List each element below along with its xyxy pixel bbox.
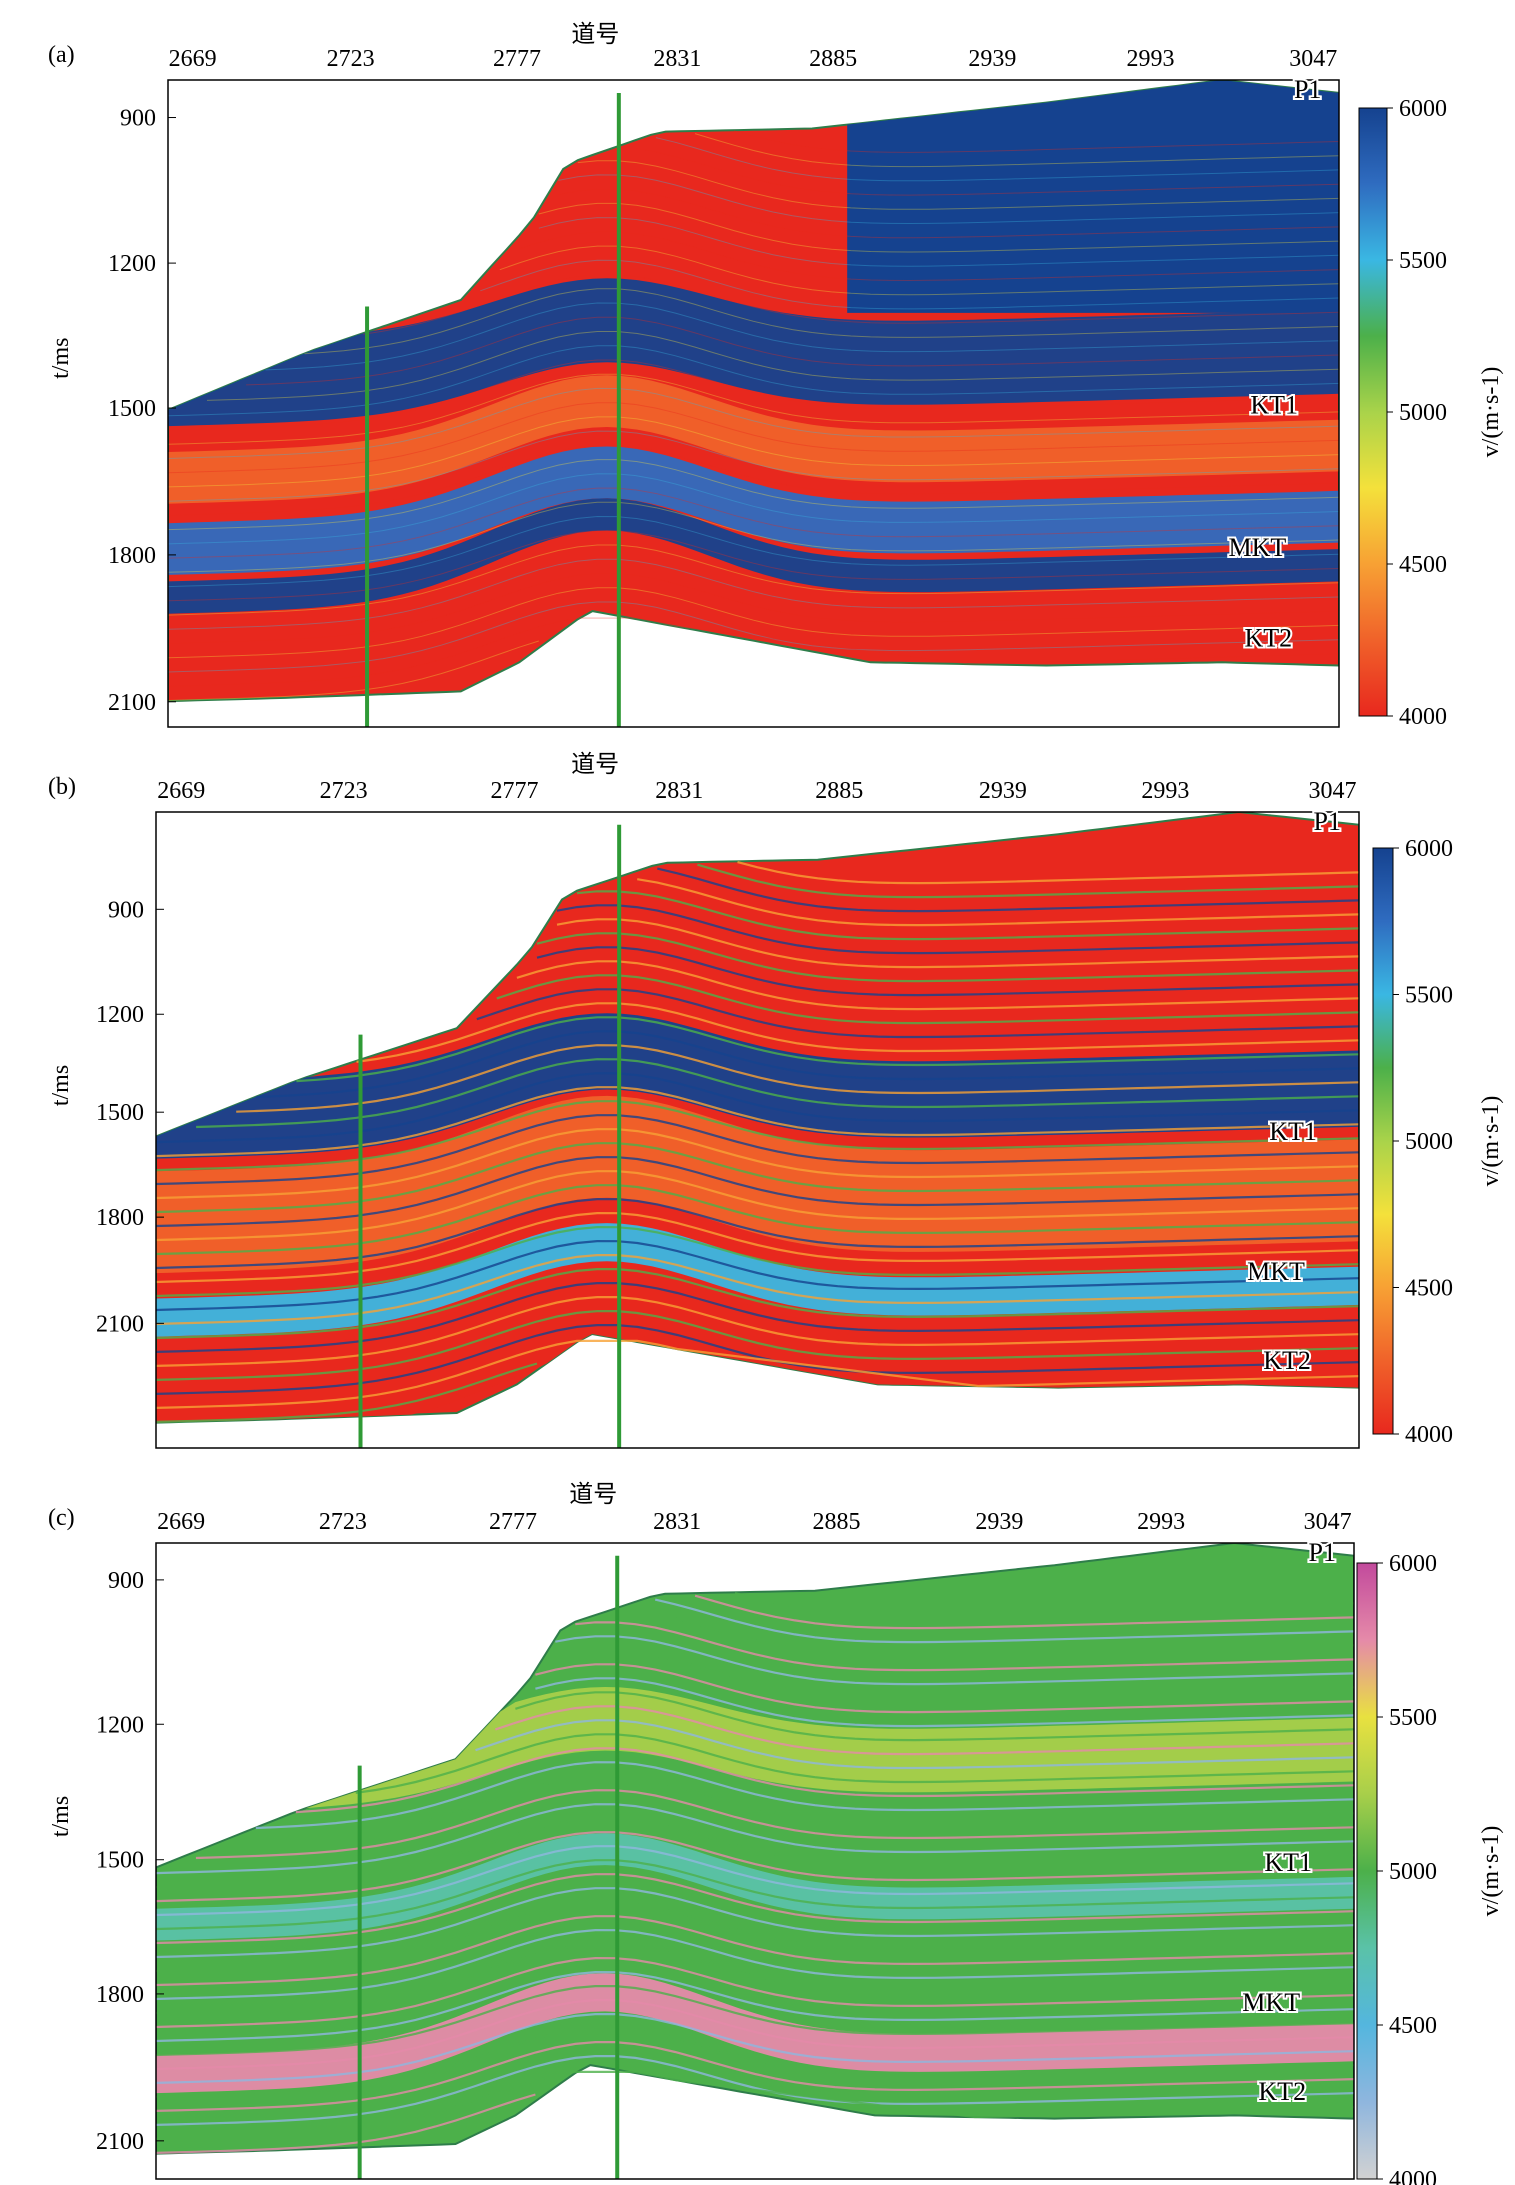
horizon-label-mkt: MKT bbox=[1229, 533, 1287, 562]
y-tick-label: 1500 bbox=[96, 1848, 144, 1874]
x-tick-label: 2939 bbox=[968, 46, 1016, 72]
y-tick-label: 900 bbox=[120, 106, 156, 132]
colorbar-tick-label: 5000 bbox=[1389, 1859, 1437, 1885]
colorbar-tick-label: 4000 bbox=[1399, 704, 1447, 730]
plot-frame bbox=[167, 79, 1340, 728]
x-tick-label: 2885 bbox=[815, 778, 863, 804]
horizon-label-kt1: KT1 bbox=[1269, 1117, 1317, 1146]
x-axis-title: 道号 bbox=[571, 21, 619, 48]
colorbar: 6000 5500 5000 4500 4000 v/(m·s-1) bbox=[1372, 836, 1504, 1448]
x-tick-label: 3047 bbox=[1289, 46, 1337, 72]
y-tick-label: 1500 bbox=[108, 396, 156, 422]
y-axis-title: t/ms bbox=[48, 338, 74, 379]
colorbar-tick-label: 5500 bbox=[1405, 983, 1453, 1009]
velocity-section bbox=[156, 1543, 1354, 2155]
y-tick-label: 1200 bbox=[96, 1002, 144, 1028]
x-tick-label: 2993 bbox=[1141, 778, 1189, 804]
x-tick-label: 2777 bbox=[490, 778, 538, 804]
panel-label: (a) bbox=[48, 42, 75, 68]
y-tick-label: 900 bbox=[108, 897, 144, 923]
y-tick-label: 2100 bbox=[96, 2129, 144, 2155]
plot-frame bbox=[155, 1542, 1355, 2180]
panel-label: (b) bbox=[48, 774, 76, 800]
x-tick-label: 2885 bbox=[812, 1509, 860, 1535]
x-tick-label: 2993 bbox=[1126, 46, 1174, 72]
horizon-label-kt1: KT1 bbox=[1264, 1848, 1312, 1877]
x-tick-label: 2669 bbox=[169, 46, 217, 72]
horizon-label-kt1: KT1 bbox=[1250, 391, 1298, 420]
colorbar-tick-label: 4500 bbox=[1399, 552, 1447, 578]
x-axis-title: 道号 bbox=[571, 751, 619, 778]
colorbar-tick-label: 4000 bbox=[1405, 1422, 1453, 1448]
colorbar-label: v/(m·s-1) bbox=[1478, 1826, 1504, 1917]
horizon-label-p1: P1 bbox=[1313, 807, 1340, 836]
colorbar-tick-label: 6000 bbox=[1399, 96, 1447, 122]
horizon-label-p1: P1 bbox=[1294, 75, 1321, 104]
horizon-label-kt2: KT2 bbox=[1258, 2077, 1306, 2106]
x-tick-label: 2669 bbox=[157, 778, 205, 804]
y-axis-title: t/ms bbox=[48, 1065, 74, 1106]
x-axis-title: 道号 bbox=[569, 1481, 617, 1508]
y-tick-label: 1200 bbox=[108, 251, 156, 277]
colorbar-tick-label: 4500 bbox=[1405, 1276, 1453, 1302]
colorbar-tick-label: 6000 bbox=[1405, 836, 1453, 862]
plot-frame bbox=[155, 811, 1360, 1449]
y-tick-label: 1800 bbox=[108, 543, 156, 569]
x-tick-label: 2723 bbox=[319, 1509, 367, 1535]
velocity-section bbox=[168, 80, 1339, 703]
horizon-label-mkt: MKT bbox=[1247, 1257, 1305, 1286]
y-tick-label: 2100 bbox=[96, 1311, 144, 1337]
velocity-section bbox=[156, 812, 1359, 1424]
x-tick-label: 2831 bbox=[653, 1509, 701, 1535]
colorbar-label: v/(m·s-1) bbox=[1478, 367, 1504, 458]
panel-c: (c) 道号 2669 2723 2777 2831 2885 2939 2993 3047 900… bbox=[48, 1481, 1504, 2185]
colorbar-tick-label: 5000 bbox=[1405, 1129, 1453, 1155]
y-tick-label: 1200 bbox=[96, 1712, 144, 1738]
panel-b: (b) 道号 2669 2723 2777 2831 2885 2939 2993 3047 900… bbox=[48, 751, 1504, 1449]
y-axis-title: t/ms bbox=[48, 1796, 74, 1837]
x-tick-label: 2993 bbox=[1137, 1509, 1185, 1535]
x-tick-label: 3047 bbox=[1304, 1509, 1352, 1535]
x-tick-label: 2831 bbox=[653, 46, 701, 72]
colorbar-tick-label: 5500 bbox=[1399, 248, 1447, 274]
horizon-label-kt2: KT2 bbox=[1263, 1346, 1311, 1375]
x-tick-label: 2831 bbox=[655, 778, 703, 804]
panel-label: (c) bbox=[48, 1505, 75, 1531]
y-tick-label: 2100 bbox=[108, 690, 156, 716]
x-tick-label: 2669 bbox=[157, 1509, 205, 1535]
x-tick-label: 2723 bbox=[327, 46, 375, 72]
colorbar-tick-label: 5500 bbox=[1389, 1705, 1437, 1731]
colorbar-tick-label: 5000 bbox=[1399, 400, 1447, 426]
x-tick-label: 2723 bbox=[320, 778, 368, 804]
x-tick-label: 2939 bbox=[979, 778, 1027, 804]
colorbar-tick-label: 4000 bbox=[1389, 2167, 1437, 2185]
x-tick-label: 2777 bbox=[489, 1509, 537, 1535]
y-tick-label: 1800 bbox=[96, 1982, 144, 2008]
x-tick-label: 2885 bbox=[809, 46, 857, 72]
colorbar: 6000 5500 5000 4500 4000 v/(m·s-1) bbox=[1358, 96, 1504, 730]
horizon-label-mkt: MKT bbox=[1242, 1988, 1300, 2017]
colorbar-tick-label: 6000 bbox=[1389, 1551, 1437, 1577]
colorbar: 6000 5500 5000 4500 4000 v/(m·s-1) bbox=[1356, 1551, 1504, 2185]
horizon-label-kt2: KT2 bbox=[1244, 623, 1292, 652]
y-tick-label: 900 bbox=[108, 1568, 144, 1594]
panel-a: (a) 道号 2669 2723 2777 2831 2885 2939 2993 3047 900… bbox=[48, 21, 1504, 730]
x-tick-label: 2777 bbox=[493, 46, 541, 72]
horizon-label-p1: P1 bbox=[1309, 1538, 1336, 1567]
colorbar-label: v/(m·s-1) bbox=[1478, 1096, 1504, 1187]
x-tick-label: 2939 bbox=[975, 1509, 1023, 1535]
y-tick-label: 1800 bbox=[96, 1205, 144, 1231]
x-tick-label: 3047 bbox=[1309, 778, 1357, 804]
colorbar-tick-label: 4500 bbox=[1389, 2013, 1437, 2039]
y-tick-label: 1500 bbox=[96, 1100, 144, 1126]
